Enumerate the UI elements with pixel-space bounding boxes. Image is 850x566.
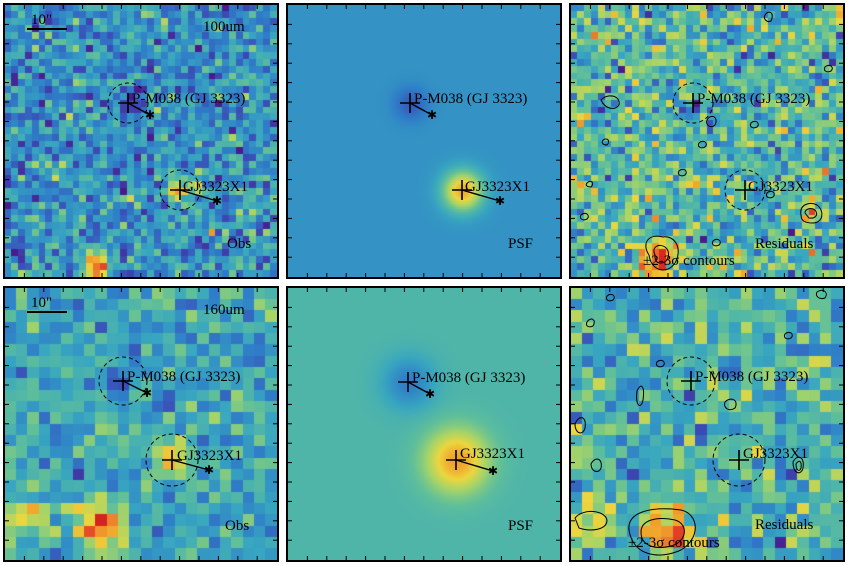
panel-label-psf: PSF [508,236,533,252]
proper-motion-vector [409,102,433,116]
aperture-circle [107,82,149,124]
panel-label-residuals: Residuals [755,236,813,252]
source2-label: GJ3323X1 [183,179,248,195]
psf-160um-overlay: ✱ P-M038 (GJ 3323) ✱ GJ3323X1 PSF [398,370,533,534]
proper-motion-vector [171,459,210,471]
asterisk-icon: ✱ [204,463,214,477]
panel-label-contours: ±2-3σ contours [628,535,720,551]
panel-label-obs: Obs [225,518,249,534]
source1-label: P-M038 (GJ 3323) [412,370,525,386]
aperture-circle [159,169,201,211]
source2-label: GJ3323X1 [177,448,242,464]
panel-label-residuals: Residuals [755,517,813,533]
residual-contours [574,289,827,556]
res-160um-overlay: P-M038 (GJ 3323) GJ3323X1 Residuals ±2-3… [574,289,827,556]
res-160um-panel: P-M038 (GJ 3323) GJ3323X1 Residuals ±2-3… [569,286,845,562]
panel-label-contours: ±2-3σ contours [643,253,735,269]
panel-label-obs: Obs [227,236,251,252]
panel-label-psf: PSF [508,518,533,534]
aperture-circle [712,433,766,487]
obs-160um-image [5,288,277,560]
source1-label: P-M038 (GJ 3323) [695,369,808,385]
psf-100um-image [288,5,560,277]
residual-contours [580,11,833,271]
source1-label: P-M038 (GJ 3323) [127,369,240,385]
obs-100um-image [5,5,277,277]
asterisk-icon: ✱ [212,194,222,208]
obs-160um-overlay: 10" 160um ✱ P-M038 (GJ 3323) ✱ GJ3323X1 … [27,295,249,534]
res-100um-image [571,5,843,277]
asterisk-icon: ✱ [488,464,498,478]
source1-label: P-M038 (GJ 3323) [697,91,810,107]
asterisk-icon: ✱ [427,108,437,122]
psf-160um-image [288,288,560,560]
scale-bar-label: 10" [31,295,52,311]
psf-100um-overlay: ✱ P-M038 (GJ 3323) ✱ GJ3323X1 PSF [400,91,533,252]
res-100um-overlay: P-M038 (GJ 3323) GJ3323X1 Residuals ±2-3… [580,11,833,271]
proper-motion-vector [455,459,494,472]
proper-motion-vector [461,189,501,202]
band-label: 160um [203,302,245,318]
asterisk-icon: ✱ [495,194,505,208]
source2-label: GJ3323X1 [743,446,808,462]
aperture-circle [672,82,714,124]
aperture-circle [98,356,148,406]
source1-label: P-M038 (GJ 3323) [414,91,527,107]
obs-160um-panel: 10" 160um ✱ P-M038 (GJ 3323) ✱ GJ3323X1 … [3,286,279,562]
source2-label: GJ3323X1 [460,446,525,462]
obs-100um-panel: 10" 100um ✱ P-M038 (GJ 3323) ✱ GJ3323X1 … [3,3,279,279]
aperture-circle [666,356,716,406]
asterisk-icon: ✱ [145,108,155,122]
obs-100um-overlay: 10" 100um ✱ P-M038 (GJ 3323) ✱ GJ3323X1 … [27,12,251,252]
asterisk-icon: ✱ [142,386,152,400]
res-160um-image [571,288,843,560]
psf-100um-panel: ✱ P-M038 (GJ 3323) ✱ GJ3323X1 PSF [286,3,562,279]
source2-label: GJ3323X1 [465,179,530,195]
aperture-circle [145,433,199,487]
res-100um-panel: P-M038 (GJ 3323) GJ3323X1 Residuals ±2-3… [569,3,845,279]
proper-motion-vector [407,381,431,395]
band-label: 100um [203,19,245,35]
proper-motion-vector [127,102,151,116]
scale-bar-label: 10" [31,12,52,28]
proper-motion-vector [122,380,148,394]
source2-label: GJ3323X1 [748,179,813,195]
asterisk-icon: ✱ [425,387,435,401]
proper-motion-vector [179,189,218,202]
aperture-circle [724,169,766,211]
source1-label: P-M038 (GJ 3323) [132,91,245,107]
psf-160um-panel: ✱ P-M038 (GJ 3323) ✱ GJ3323X1 PSF [286,286,562,562]
